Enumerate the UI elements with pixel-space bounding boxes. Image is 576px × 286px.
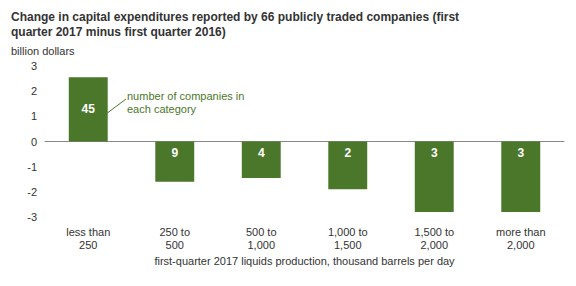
svg-text:-2: -2 xyxy=(27,186,37,198)
svg-text:500: 500 xyxy=(166,239,184,251)
svg-text:1: 1 xyxy=(31,110,37,122)
svg-text:1,000 to: 1,000 to xyxy=(328,226,368,238)
svg-text:500 to: 500 to xyxy=(246,226,277,238)
svg-text:Change in capital expenditures: Change in capital expenditures reported … xyxy=(11,10,462,24)
svg-text:less than: less than xyxy=(66,226,110,238)
svg-text:1,500: 1,500 xyxy=(334,239,362,251)
svg-text:3: 3 xyxy=(31,60,37,72)
svg-text:3: 3 xyxy=(431,146,438,160)
svg-text:-1: -1 xyxy=(27,161,37,173)
svg-text:2: 2 xyxy=(31,85,37,97)
svg-text:billion dollars: billion dollars xyxy=(11,45,75,57)
svg-text:more than: more than xyxy=(496,226,546,238)
svg-text:first-quarter 2017 liquids pro: first-quarter 2017 liquids production, t… xyxy=(154,255,455,267)
svg-text:250 to: 250 to xyxy=(159,226,190,238)
svg-text:45: 45 xyxy=(82,102,96,116)
svg-text:1,500 to: 1,500 to xyxy=(414,226,454,238)
svg-text:each category: each category xyxy=(127,103,197,115)
svg-text:3: 3 xyxy=(517,146,524,160)
svg-text:250: 250 xyxy=(79,239,97,251)
svg-text:1,000: 1,000 xyxy=(247,239,275,251)
svg-text:9: 9 xyxy=(171,146,178,160)
svg-text:quarter 2017 minus first quart: quarter 2017 minus first quarter 2016) xyxy=(11,25,226,39)
svg-text:number of companies in: number of companies in xyxy=(127,90,247,102)
svg-text:2: 2 xyxy=(344,146,351,160)
svg-text:0: 0 xyxy=(31,136,37,148)
svg-text:-3: -3 xyxy=(27,211,37,223)
svg-text:2,000: 2,000 xyxy=(420,239,448,251)
svg-text:4: 4 xyxy=(258,146,265,160)
svg-text:2,000: 2,000 xyxy=(507,239,535,251)
